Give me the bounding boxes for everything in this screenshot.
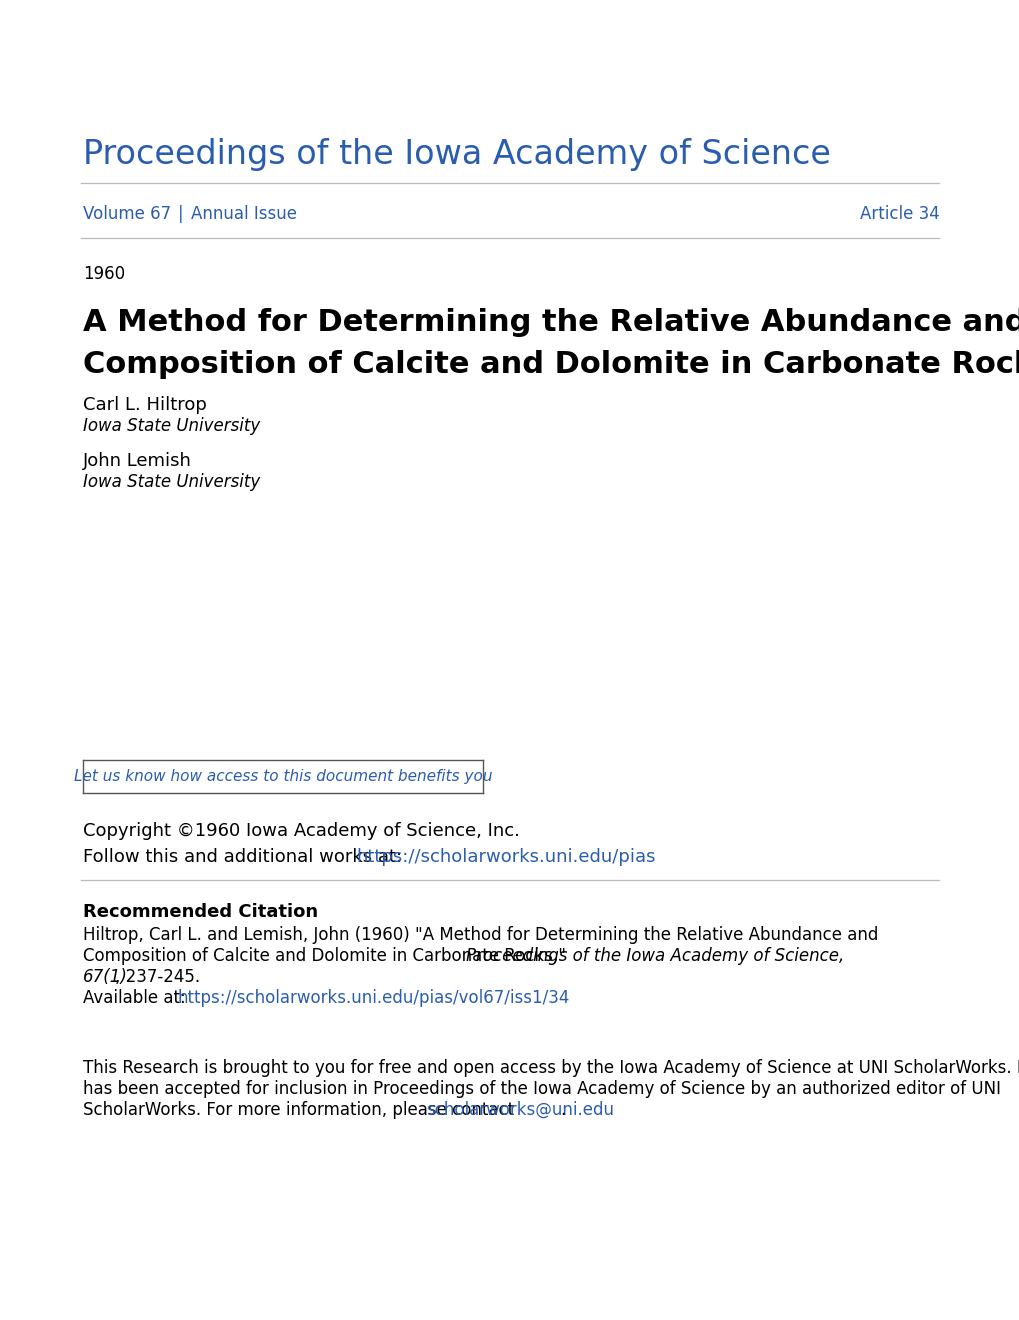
Text: Recommended Citation: Recommended Citation: [83, 903, 318, 921]
Text: https://scholarworks.uni.edu/pias: https://scholarworks.uni.edu/pias: [357, 847, 655, 866]
Text: 1960: 1960: [83, 265, 125, 282]
Text: ScholarWorks. For more information, please contact: ScholarWorks. For more information, plea…: [83, 1101, 519, 1119]
Text: Volume 67: Volume 67: [83, 205, 171, 223]
Text: 67(1): 67(1): [83, 968, 127, 986]
Text: https://scholarworks.uni.edu/pias/vol67/iss1/34: https://scholarworks.uni.edu/pias/vol67/…: [177, 989, 569, 1007]
Text: Available at:: Available at:: [83, 989, 191, 1007]
Text: Article 34: Article 34: [859, 205, 940, 223]
Text: Annual Issue: Annual Issue: [191, 205, 297, 223]
Text: Let us know how access to this document benefits you: Let us know how access to this document …: [73, 770, 492, 784]
Text: Composition of Calcite and Dolomite in Carbonate Rocks,": Composition of Calcite and Dolomite in C…: [83, 946, 571, 965]
Text: John Lemish: John Lemish: [83, 451, 192, 470]
Text: scholarworks@uni.edu: scholarworks@uni.edu: [425, 1101, 613, 1119]
Text: Iowa State University: Iowa State University: [83, 473, 260, 491]
Text: A Method for Determining the Relative Abundance and: A Method for Determining the Relative Ab…: [83, 308, 1019, 337]
Text: This Research is brought to you for free and open access by the Iowa Academy of : This Research is brought to you for free…: [83, 1059, 1019, 1077]
Text: Iowa State University: Iowa State University: [83, 417, 260, 436]
Text: Hiltrop, Carl L. and Lemish, John (1960) "A Method for Determining the Relative : Hiltrop, Carl L. and Lemish, John (1960)…: [83, 927, 877, 944]
Text: Carl L. Hiltrop: Carl L. Hiltrop: [83, 396, 207, 414]
Text: Composition of Calcite and Dolomite in Carbonate Rocks: Composition of Calcite and Dolomite in C…: [83, 350, 1019, 379]
Text: Proceedings of the Iowa Academy of Science: Proceedings of the Iowa Academy of Scien…: [83, 139, 830, 172]
Text: , 237-245.: , 237-245.: [115, 968, 201, 986]
Text: .: .: [559, 1101, 565, 1119]
Text: Proceedings of the Iowa Academy of Science,: Proceedings of the Iowa Academy of Scien…: [466, 946, 844, 965]
Text: has been accepted for inclusion in Proceedings of the Iowa Academy of Science by: has been accepted for inclusion in Proce…: [83, 1080, 1000, 1098]
Text: Follow this and additional works at:: Follow this and additional works at:: [83, 847, 408, 866]
Text: |: |: [178, 205, 183, 223]
Text: Copyright ©1960 Iowa Academy of Science, Inc.: Copyright ©1960 Iowa Academy of Science,…: [83, 822, 520, 840]
